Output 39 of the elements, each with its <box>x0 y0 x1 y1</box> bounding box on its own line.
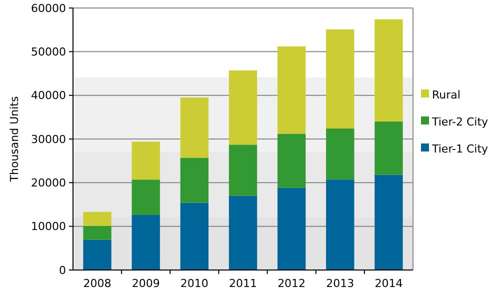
bar <box>132 142 160 180</box>
bar <box>374 122 403 175</box>
y-tick-label: 20000 <box>31 176 66 190</box>
bar <box>83 226 112 240</box>
bar <box>83 212 112 226</box>
bar <box>132 180 160 215</box>
bar <box>180 98 209 158</box>
bar <box>132 214 160 270</box>
x-tick-label: 2014 <box>374 277 403 290</box>
y-tick-label: 40000 <box>31 89 66 102</box>
x-tick-label: 2013 <box>326 277 354 290</box>
y-axis-title: Thousand Units <box>8 96 21 183</box>
bar <box>228 196 258 270</box>
legend-label: Rural <box>432 88 460 102</box>
x-tick-label: 2012 <box>278 277 306 290</box>
bar <box>374 174 403 270</box>
y-tick-label: 10000 <box>31 220 66 234</box>
bar <box>228 70 258 145</box>
bar <box>228 144 258 196</box>
y-tick-label: 50000 <box>31 46 66 59</box>
legend-label: Tier-2 City <box>431 115 489 128</box>
x-tick-label: 2008 <box>83 277 112 290</box>
x-tick-label: 2011 <box>229 277 257 290</box>
y-tick-label: 0 <box>59 264 66 277</box>
bar <box>277 46 306 134</box>
y-tick-label: 60000 <box>31 2 66 15</box>
y-tick-label: 30000 <box>31 132 66 146</box>
bar <box>326 128 354 180</box>
bar <box>277 134 306 188</box>
bar <box>180 202 209 270</box>
bar <box>326 180 354 270</box>
bar <box>180 158 209 203</box>
bar <box>374 19 403 122</box>
bar <box>326 29 354 129</box>
bar <box>83 240 112 270</box>
bar <box>277 188 306 270</box>
legend-label: Tier-1 City <box>431 142 489 156</box>
x-tick-label: 2009 <box>132 277 160 290</box>
x-tick-label: 2010 <box>180 277 208 290</box>
